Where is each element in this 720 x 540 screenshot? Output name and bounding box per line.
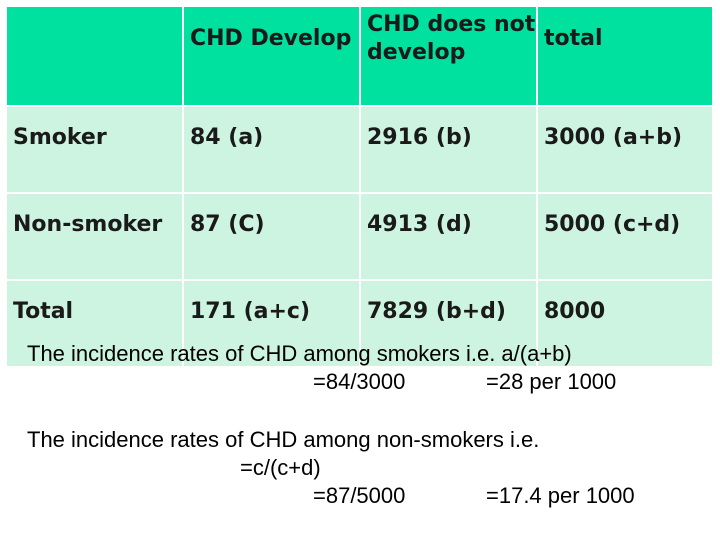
header-total: total [536, 5, 714, 107]
smokers-result: =28 per 1000 [486, 369, 617, 394]
row-label-total: Total [5, 279, 184, 368]
row-label-smoker: Smoker [5, 105, 184, 194]
incidence-table: CHD Develop CHD does not develop total S… [5, 5, 714, 368]
nonsmokers-rate-line: The incidence rates of CHD among non-smo… [27, 427, 540, 452]
nonsmokers-calc: =87/5000 [313, 483, 406, 508]
cell-a-plus-c: 171 (a+c) [182, 279, 361, 368]
smokers-calc: =84/3000 [313, 369, 406, 394]
table-row: Smoker 84 (a) 2916 (b) 3000 (a+b) [5, 105, 714, 194]
cell-a: 84 (a) [182, 105, 361, 194]
table-row: Non-smoker 87 (C) 4913 (d) 5000 (c+d) [5, 192, 714, 281]
table-header-row: CHD Develop CHD does not develop total [5, 5, 714, 107]
cell-c: 87 (C) [182, 192, 361, 281]
cell-grand-total: 8000 [536, 279, 714, 368]
row-label-non-smoker: Non-smoker [5, 192, 184, 281]
header-chd-develop: CHD Develop [182, 5, 361, 107]
nonsmokers-result: =17.4 per 1000 [486, 483, 635, 508]
cell-a-plus-b: 3000 (a+b) [536, 105, 714, 194]
cell-b-plus-d: 7829 (b+d) [359, 279, 538, 368]
cell-b: 2916 (b) [359, 105, 538, 194]
cell-d: 4913 (d) [359, 192, 538, 281]
table-row: Total 171 (a+c) 7829 (b+d) 8000 [5, 279, 714, 368]
header-corner-cell [5, 5, 184, 107]
cell-c-plus-d: 5000 (c+d) [536, 192, 714, 281]
header-chd-does-not-develop: CHD does not develop [359, 5, 538, 107]
nonsmokers-formula: =c/(c+d) [240, 455, 321, 480]
smokers-rate-line: The incidence rates of CHD among smokers… [27, 341, 572, 366]
